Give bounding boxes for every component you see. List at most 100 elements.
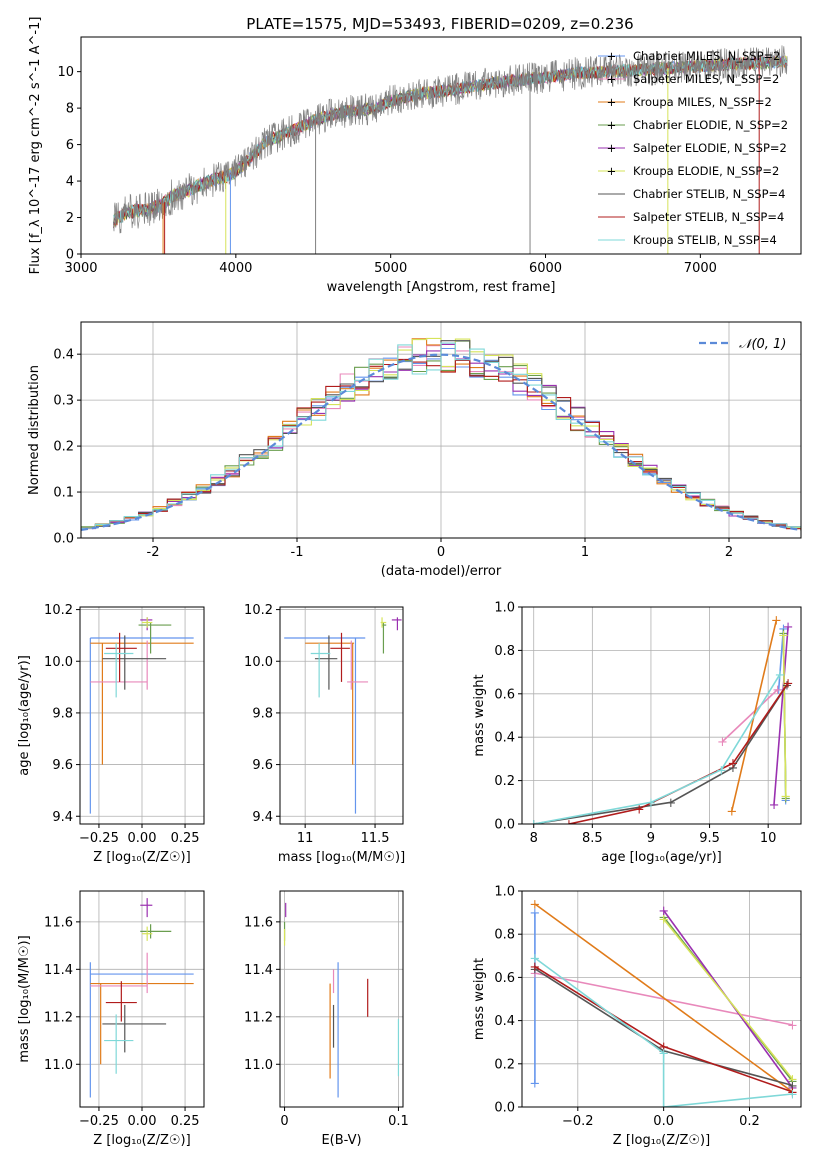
errorbar-point	[284, 637, 366, 814]
axes-age_vs_mass: 11 11.5 9.4 9.6 9.8 10.0 10.2 mass [log₁₀(M/M☉)…	[244, 603, 405, 865]
y-tick-label: 0.2	[494, 1057, 515, 1072]
weight-marker: +	[717, 735, 728, 750]
figure-title: PLATE=1575, MJD=53493, FIBERID=0209, z=0…	[246, 15, 633, 33]
x-tick-label: −0.25	[79, 1114, 119, 1129]
weight-marker: +	[658, 913, 669, 928]
weight-line	[533, 684, 788, 824]
plot-area-mass_vs_EBV	[283, 902, 400, 1098]
errorbar-point	[347, 640, 369, 690]
weight-marker: +	[772, 683, 783, 698]
x-tick-label: −0.25	[79, 831, 119, 846]
axes-mass_vs_Z: −0.25 0.00 0.25 11.0 11.2 11.4 11.6 Z [log₁₀(Z/…	[17, 890, 205, 1148]
x-tick-label: -1	[291, 545, 304, 560]
errorbar-point	[391, 617, 402, 631]
axes-frame	[279, 890, 404, 1108]
x-tick-label: 9	[647, 831, 655, 846]
y-axis-label: mass weight	[472, 674, 487, 756]
weight-marker: +	[787, 1085, 798, 1100]
weight-marker: +	[634, 802, 645, 817]
weight-marker: +	[658, 910, 669, 925]
weight-marker: +	[787, 1079, 798, 1094]
weight-marker: +	[773, 683, 784, 698]
legend-marker: +	[607, 141, 617, 155]
weight-marker: +	[563, 818, 574, 833]
x-tick-label: 0	[437, 545, 445, 560]
legend-marker: +	[607, 49, 617, 63]
weight-marker: +	[728, 761, 739, 776]
weight-marker: +	[778, 627, 789, 642]
x-tick-label: 3000	[64, 261, 97, 276]
errorbar-point	[105, 632, 137, 682]
errorbar-point	[90, 952, 148, 994]
errorbar-point	[90, 640, 148, 690]
weight-line	[534, 903, 793, 1093]
y-tick-label: 10.0	[244, 655, 273, 670]
x-tick-label: 0.00	[128, 1114, 157, 1129]
x-tick-label: 10	[760, 831, 777, 846]
x-axis-label: wavelength [Angstrom, rest frame]	[327, 280, 556, 295]
y-axis-label: Normed distribution	[27, 365, 42, 495]
weight-marker: +	[658, 1101, 669, 1116]
y-tick-label: 0.8	[494, 644, 515, 659]
errorbar-point	[142, 926, 153, 941]
plot-area-weight_vs_Z: ++++++++++++++++++++++	[529, 897, 798, 1116]
weight-marker: +	[658, 1044, 669, 1059]
spectrum-data-line	[113, 45, 788, 234]
x-tick-label: 6000	[529, 261, 562, 276]
y-axis-label: age [log₁₀(age/yr)]	[17, 655, 32, 776]
errorbar-point	[90, 982, 194, 1065]
y-tick-label: 11.0	[44, 1058, 73, 1073]
weight-line	[662, 918, 794, 1080]
weight-marker: +	[645, 796, 656, 811]
legend-entry: Salpeter MILES, N_SSP=2	[633, 72, 779, 86]
plot-area-mass_vs_Z	[89, 898, 194, 1098]
y-tick-label: 11.6	[244, 915, 273, 930]
y-axis-label: mass weight	[472, 958, 487, 1040]
errorbar-point	[140, 924, 172, 939]
y-tick-label: 2	[66, 211, 74, 226]
legend-entry: Kroupa MILES, N_SSP=2	[633, 95, 772, 109]
x-tick-label: 0.0	[653, 1114, 674, 1129]
y-tick-label: 11.4	[44, 963, 73, 978]
legend-entry: Salpeter ELODIE, N_SSP=2	[633, 141, 787, 155]
x-tick-label: 11	[297, 831, 314, 846]
weight-line	[534, 972, 793, 1026]
weight-marker: +	[783, 620, 794, 635]
errorbar-point	[89, 637, 194, 814]
y-tick-label: 0.4	[494, 731, 515, 746]
y-tick-label: 11.0	[244, 1058, 273, 1073]
y-tick-label: 0.8	[494, 928, 515, 943]
weight-marker: +	[787, 1072, 798, 1087]
x-axis-label: (data-model)/error	[381, 564, 502, 579]
weight-marker: +	[529, 951, 540, 966]
weight-marker: +	[778, 622, 789, 637]
x-tick-label: -2	[147, 545, 160, 560]
y-tick-label: 9.4	[52, 810, 73, 825]
x-tick-label: 0.1	[388, 1114, 409, 1129]
weight-marker: +	[780, 789, 791, 804]
errorbar-point	[310, 643, 331, 698]
spectrum-legend: + Chabrier MILES, N_SSP=2 + Salpeter MILES,…	[598, 49, 788, 247]
errorbar-point	[105, 981, 137, 1022]
x-tick-label: 0.25	[171, 831, 200, 846]
x-axis-label: age [log₁₀(age/yr)]	[601, 850, 722, 865]
weight-marker: +	[780, 794, 791, 809]
y-tick-label: 9.8	[52, 706, 73, 721]
weight-marker: +	[787, 1088, 798, 1103]
x-tick-label: 1	[581, 545, 589, 560]
errorbar-point	[380, 617, 387, 628]
weight-marker: +	[529, 906, 540, 921]
x-tick-label: 0	[280, 1114, 288, 1129]
weight-marker: +	[787, 1081, 798, 1096]
legend-marker: +	[607, 118, 617, 132]
x-axis-label: Z [log₁₀(Z/Z☉)]	[93, 1133, 190, 1148]
legend-entry: Chabrier MILES, N_SSP=2	[633, 49, 780, 63]
legend-marker: +	[607, 95, 617, 109]
errorbar-point	[89, 962, 194, 1098]
y-tick-label: 9.6	[52, 758, 73, 773]
weight-marker: +	[783, 676, 794, 691]
weight-marker: +	[787, 1018, 798, 1033]
errorbar-point	[102, 635, 167, 690]
y-tick-label: 1.0	[494, 601, 515, 616]
